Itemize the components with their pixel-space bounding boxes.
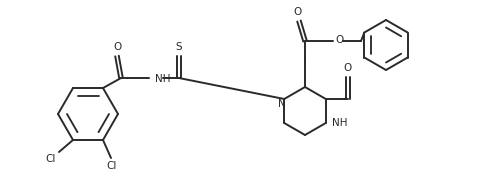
Text: O: O — [344, 63, 352, 73]
Text: NH: NH — [155, 74, 170, 84]
Text: Cl: Cl — [46, 154, 56, 164]
Text: O: O — [335, 35, 343, 45]
Text: O: O — [113, 42, 121, 52]
Text: S: S — [176, 42, 182, 52]
Text: N: N — [279, 99, 286, 109]
Text: NH: NH — [332, 118, 347, 128]
Text: O: O — [294, 7, 302, 17]
Text: Cl: Cl — [107, 161, 117, 171]
